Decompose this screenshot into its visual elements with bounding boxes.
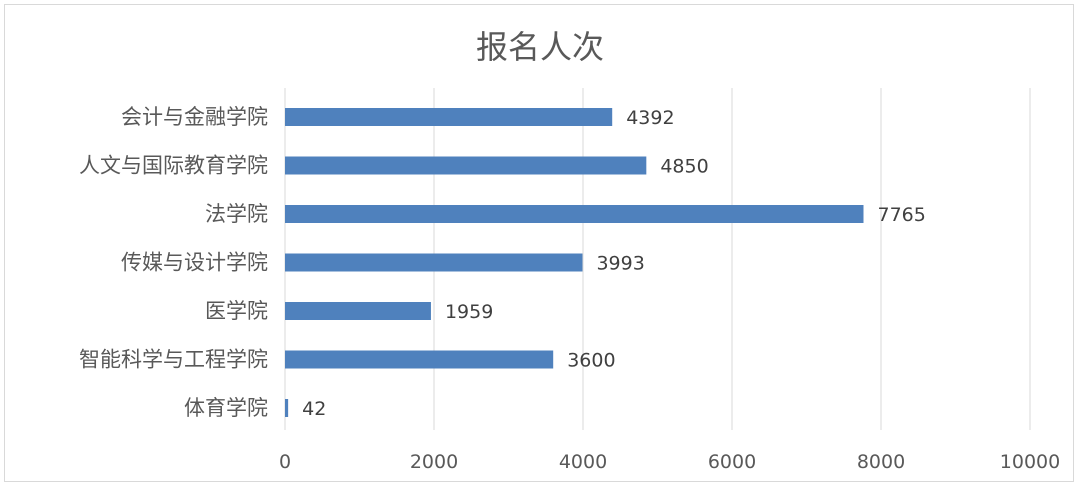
category-label: 人文与国际教育学院 bbox=[79, 154, 268, 178]
category-label: 医学院 bbox=[205, 299, 268, 323]
data-label: 3993 bbox=[596, 253, 644, 275]
x-tick-label: 8000 bbox=[857, 451, 905, 473]
category-label: 传媒与设计学院 bbox=[121, 251, 268, 275]
bar bbox=[285, 350, 554, 369]
category-label: 法学院 bbox=[205, 202, 268, 226]
bar bbox=[285, 302, 431, 320]
bar bbox=[285, 399, 289, 417]
data-label: 4392 bbox=[626, 107, 674, 129]
grid-lines bbox=[284, 88, 1031, 430]
data-label: 4850 bbox=[660, 156, 708, 178]
x-tick-labels: 0 2000 4000 6000 8000 10000 bbox=[279, 451, 1060, 473]
category-label: 会计与金融学院 bbox=[121, 105, 268, 129]
data-label: 42 bbox=[302, 398, 326, 420]
x-tick-label: 4000 bbox=[559, 451, 607, 473]
bar bbox=[285, 156, 647, 175]
bar bbox=[285, 108, 613, 126]
x-tick-label: 0 bbox=[279, 451, 291, 473]
data-labels: 4392 4850 7765 3993 1959 3600 42 bbox=[302, 107, 926, 420]
data-label: 3600 bbox=[567, 350, 615, 372]
category-label: 体育学院 bbox=[184, 396, 268, 420]
x-tick-label: 2000 bbox=[410, 451, 458, 473]
chart-frame bbox=[4, 4, 1074, 482]
x-tick-label: 6000 bbox=[708, 451, 756, 473]
bars bbox=[285, 108, 864, 417]
category-labels: 会计与金融学院人文与国际教育学院法学院传媒与设计学院医学院智能科学与工程学院体育… bbox=[79, 105, 268, 420]
x-tick-label: 10000 bbox=[1000, 451, 1060, 473]
bar bbox=[285, 205, 864, 223]
category-label: 智能科学与工程学院 bbox=[79, 348, 268, 372]
data-label: 7765 bbox=[877, 204, 925, 226]
data-label: 1959 bbox=[445, 301, 493, 323]
chart-title: 报名人次 bbox=[476, 28, 604, 66]
bar bbox=[285, 253, 583, 272]
